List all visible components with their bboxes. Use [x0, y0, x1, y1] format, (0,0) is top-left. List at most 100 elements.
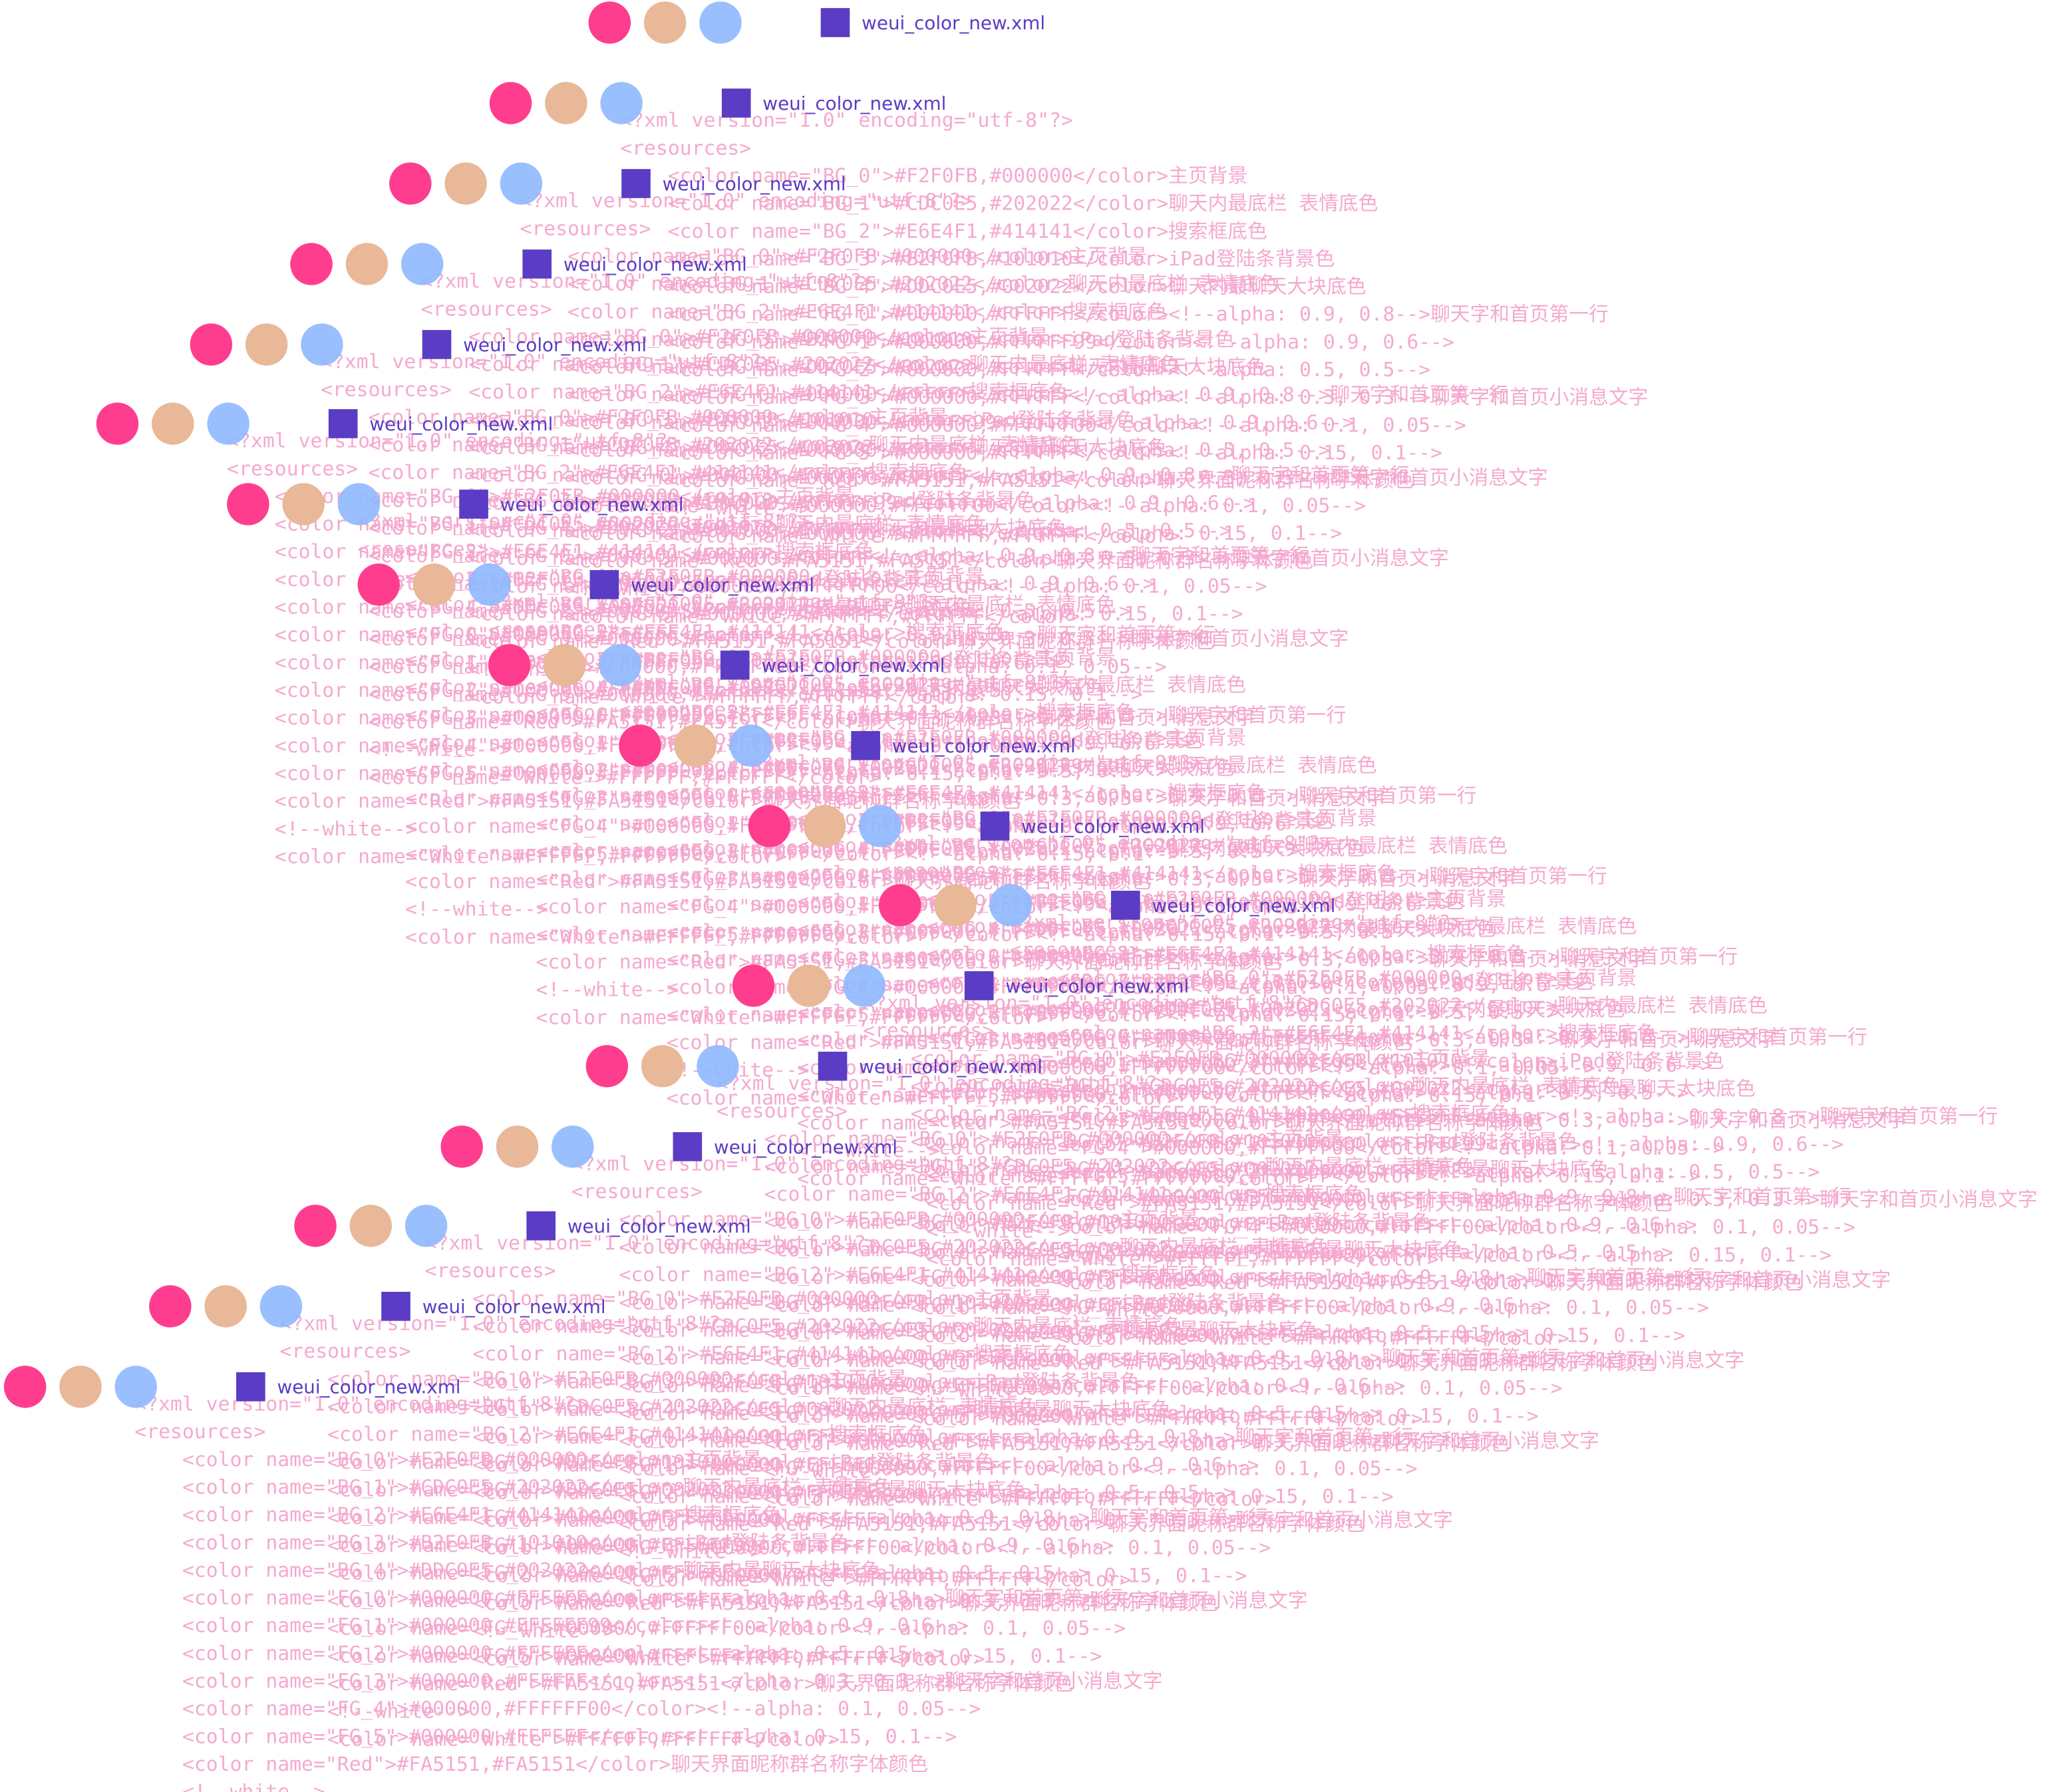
code-line: <?xml version="1.0" encoding="utf-8"?> — [619, 671, 1072, 694]
code-line: <resources> — [879, 859, 1010, 883]
minimize-button — [444, 162, 487, 205]
window-title: weui_color_new.xml — [369, 413, 553, 435]
window-title: weui_color_new.xml — [563, 253, 747, 275]
code-line: <color name="White">#FFFFFF,#FFFFFF</col… — [750, 1167, 1310, 1190]
code-line: <color name="BG_4">#DDC0E5,#002022</colo… — [227, 596, 973, 619]
code-line: <color name="FG_0">#000000,#FFFFFF</colo… — [421, 464, 1410, 487]
code-line: <?xml version="1.0" encoding="utf-8"?> — [620, 109, 1073, 132]
minimize-button — [412, 563, 456, 606]
code-line: <resources> — [279, 1340, 410, 1363]
close-button — [585, 1045, 629, 1088]
code-line: <resources> — [716, 1100, 848, 1123]
code-line: <color name="BG_0">#F2F0FB,#000000</colo… — [358, 565, 985, 589]
code-line: <color name="BG_3">#B2F0FB,#101010</colo… — [227, 568, 941, 591]
code-line: <color name="FG_5">#000000,#FFFFFF</colo… — [279, 1644, 1102, 1668]
code-line: <color name="BG_1">#CDC0E5,#202022</colo… — [1009, 994, 1767, 1018]
code-line: <?xml version="1.0" encoding="utf-8"?> — [358, 510, 811, 533]
code-line: <color name="BG_3">#B2F0FB,#101010</colo… — [321, 489, 1035, 512]
close-button — [96, 402, 139, 445]
close-button — [878, 884, 921, 927]
code-line: <color name="FG_2">#000000,#FFFFFF</colo… — [134, 1642, 945, 1665]
code-line: <resources> — [520, 217, 651, 240]
code-line: <color name="Red">#FA5151,#FA5151</color… — [619, 1031, 1412, 1054]
code-line: <color name="FG_4">#000000,#FFFFFF00</co… — [520, 494, 1366, 518]
minimize-button — [674, 724, 716, 767]
code-line: <color name="BG_3">#B2F0FB,#101010</colo… — [879, 971, 1593, 994]
code-line: <color name="BG_0">#F2F0FB,#000000</colo… — [520, 245, 1147, 268]
zoom-button — [859, 805, 901, 847]
code-line: <?xml version="1.0" encoding="utf-8"?> — [716, 1072, 1170, 1096]
code-line: <color name="BG_0">#F2F0FB,#000000</colo… — [619, 726, 1246, 750]
code-line: <color name="BG_1">#CDC0E5,#202022</colo… — [571, 1236, 1329, 1259]
code-line: <color name="FG_1">#000000,#FFFFFF99</co… — [620, 331, 1454, 354]
code-line: <color name="FG_0">#000000,#FFFFFF</colo… — [279, 1506, 1268, 1529]
code-line: <!--white--> — [321, 738, 512, 762]
code-line: <color name="BG_0">#F2F0FB,#000000</colo… — [879, 887, 1506, 911]
close-button — [294, 1205, 337, 1247]
code-line: <color name="BG_4">#DDC0E5,#002022</colo… — [619, 837, 1364, 861]
code-line: <color name="FG_0">#000000,#FFFFFF</colo… — [1009, 1105, 1998, 1128]
code-line: <color name="FG_4">#000000,#FFFFFF00</co… — [620, 414, 1466, 437]
code-line: <!--white--> — [1009, 1299, 1200, 1322]
code-line: <color name="White">#FFFFFF,#FFFFFF</col… — [879, 1247, 1439, 1270]
code-line: <color name="BG_3">#B2F0FB,#101010</colo… — [1009, 1050, 1724, 1073]
code-line: <color name="FG_3">#000000,#FFFFFF</colo… — [321, 627, 1349, 651]
code-line: <color name="Red">#FA5151,#FA5151</color… — [488, 951, 1282, 974]
code-line: <color name="FG_5">#000000,#FFFFFF</colo… — [1009, 1243, 1831, 1267]
file-icon — [980, 812, 1010, 841]
zoom-button — [552, 1125, 594, 1168]
code-line: <color name="FG_3">#000000,#FFFFFF</colo… — [520, 466, 1547, 490]
code-line: <color name="FG_0">#000000,#FFFFFF</colo… — [571, 1346, 1560, 1370]
code-line: <color name="BG_1">#CDC0E5,#202022</colo… — [421, 353, 1179, 376]
zoom-button — [207, 402, 249, 445]
code-line: <resources> — [421, 297, 552, 321]
code-line: <color name="White">#FFFFFF,#FFFFFF</col… — [358, 925, 918, 949]
code-line: <color name="White">#FFFFFF,#FFFFFF</col… — [488, 1006, 1048, 1029]
code-line: <?xml version="1.0" encoding="utf-8"?> — [750, 752, 1203, 775]
code-line: <?xml version="1.0" encoding="utf-8"?> — [134, 1393, 587, 1416]
code-line: <resources> — [750, 779, 881, 802]
code-line: <color name="BG_4">#DDC0E5,#002022</colo… — [863, 1157, 1609, 1181]
code-line: <color name="BG_1">#CDC0E5,#202022</colo… — [863, 1075, 1621, 1098]
code-line: <color name="FG_2">#000000,#FFFFFF</colo… — [1009, 1160, 1820, 1183]
code-line: <color name="FG_1">#000000,#FFFFFF99</co… — [279, 1534, 1114, 1557]
code-line: <color name="BG_1">#CDC0E5,#202022</colo… — [520, 273, 1277, 296]
code-line: <color name="BG_0">#F2F0FB,#000000</colo… — [488, 646, 1116, 669]
file-icon — [621, 169, 651, 198]
code-line: <color name="BG_2">#E6E4F1,#414141</colo… — [571, 1263, 1219, 1286]
code-layer: <?xml version="1.0" encoding="utf-8"?> <r… — [134, 109, 2037, 1792]
code-line: <color name="Red">#FA5151,#FA5151</color… — [716, 1432, 1510, 1455]
code-line: <resources> — [488, 618, 619, 641]
window-title: weui_color_new.xml — [859, 1056, 1042, 1078]
code-line: <color name="FG_1">#000000,#FFFFFF99</co… — [321, 572, 1155, 595]
code-line: <color name="BG_0">#F2F0FB,#000000</colo… — [227, 485, 854, 508]
code-line: <!--white--> — [279, 1700, 470, 1723]
code-line: <color name="FG_1">#000000,#FFFFFF99</co… — [425, 1453, 1259, 1477]
code-line: <resources> — [619, 698, 750, 722]
code-line: <color name="White">#FFFFFF,#FFFFFF</col… — [425, 1647, 985, 1670]
code-line: <!--white--> — [571, 1541, 762, 1564]
zoom-button — [404, 1205, 448, 1247]
code-line: <resources> — [134, 1420, 265, 1443]
file-icon — [818, 1052, 848, 1081]
code-line: <color name="FG_4">#000000,#FFFFFF00</co… — [716, 1377, 1563, 1400]
zoom-button — [301, 323, 343, 366]
code-line: <color name="BG_1">#CDC0E5,#202022</colo… — [134, 1475, 892, 1499]
code-line: <color name="FG_3">#000000,#FFFFFF</colo… — [619, 948, 1647, 971]
window-title: weui_color_new.xml — [422, 1296, 606, 1318]
code-line: <color name="FG_1">#000000,#FFFFFF99</co… — [863, 1213, 1697, 1237]
code-line: <color name="FG_5">#000000,#FFFFFF</colo… — [134, 1725, 957, 1748]
code-line: <color name="FG_0">#000000,#FFFFFF</colo… — [619, 865, 1607, 888]
code-line: <color name="FG_1">#000000,#FFFFFF99</co… — [134, 1614, 969, 1638]
code-line: <color name="BG_2">#E6E4F1,#414141</colo… — [421, 380, 1068, 404]
code-line: <color name="FG_1">#000000,#FFFFFF99</co… — [716, 1294, 1551, 1317]
zoom-button — [989, 884, 1033, 927]
code-line: <color name="FG_4">#000000,#FFFFFF00</co… — [863, 1296, 1709, 1320]
code-line: <color name="FG_4">#000000,#FFFFFF00</co… — [421, 575, 1267, 598]
minimize-button — [641, 1045, 684, 1088]
code-line: <!--white--> — [879, 1220, 1070, 1243]
window-title: weui_color_new.xml — [567, 1215, 751, 1237]
file-icon — [820, 8, 850, 37]
window-title: weui_color_new.xml — [892, 735, 1076, 757]
code-line: <color name="BG_0">#F2F0FB,#000000</colo… — [1009, 967, 1637, 990]
